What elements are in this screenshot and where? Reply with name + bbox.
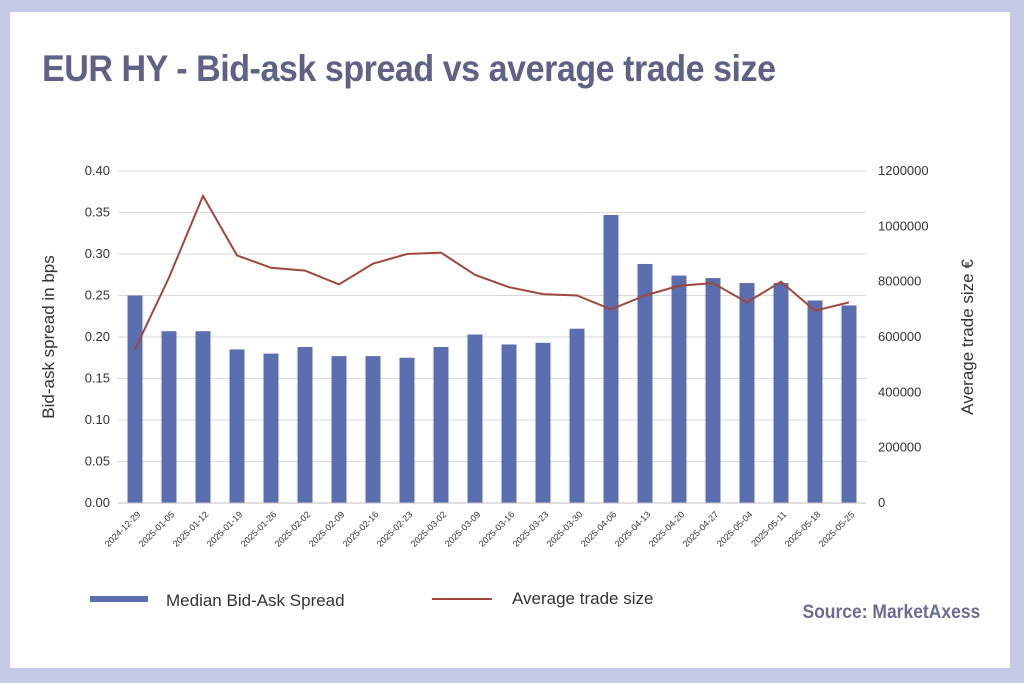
legend-bar-swatch: [90, 596, 148, 602]
y2-tick-label: 800000: [878, 274, 921, 289]
bar: [569, 328, 585, 503]
source-note: Source: MarketAxess: [802, 602, 980, 623]
bar: [637, 263, 653, 503]
bar: [161, 331, 177, 503]
bar: [399, 357, 415, 503]
bar: [535, 342, 551, 503]
x-tick-label: 2025-04-06: [579, 509, 619, 549]
x-tick-label: 2025-02-09: [307, 509, 347, 549]
y2-tick-label: 0: [878, 495, 885, 510]
x-tick-label: 2025-05-18: [783, 509, 823, 549]
bar: [705, 278, 721, 503]
x-tick-label: 2025-05-04: [715, 509, 755, 549]
x-tick-label: 2025-01-05: [137, 509, 177, 549]
x-tick-label: 2025-05-25: [817, 509, 857, 549]
y-tick-label: 0.00: [85, 495, 110, 510]
bar: [365, 356, 381, 503]
bar: [807, 300, 823, 503]
x-tick-label: 2025-01-26: [239, 509, 279, 549]
bar: [671, 275, 687, 503]
trade-size-line: [134, 193, 850, 350]
x-tick-label: 2025-03-16: [477, 509, 517, 549]
y2-tick-label: 1000000: [878, 218, 929, 233]
bar: [297, 346, 313, 503]
bar: [229, 349, 245, 503]
bar: [195, 331, 211, 503]
y-tick-label: 0.10: [85, 412, 110, 427]
legend: Median Bid-Ask Spread Average trade size: [90, 589, 653, 610]
bar: [263, 353, 279, 503]
y-axis-title: Bid-ask spread in bps: [39, 255, 58, 418]
x-tick-label: 2025-02-02: [273, 509, 313, 549]
x-tick-label: 2025-02-16: [341, 509, 381, 549]
y-ticks: 0.00 0.05 0.10 0.15 0.20 0.25 0.30 0.35 0.40: [85, 163, 110, 510]
bar: [739, 283, 755, 503]
y2-tick-label: 600000: [878, 329, 921, 344]
bars: [127, 214, 857, 504]
x-tick-label: 2025-04-20: [647, 509, 687, 549]
chart-title: EUR HY - Bid-ask spread vs average trade…: [42, 48, 776, 89]
bar: [841, 305, 857, 503]
x-tick-label: 2024-12-29: [103, 509, 143, 549]
x-tick-label: 2025-01-19: [205, 509, 245, 549]
legend-line-label: Average trade size: [512, 589, 653, 608]
y2-tick-label: 400000: [878, 384, 921, 399]
legend-bar-label: Median Bid-Ask Spread: [166, 591, 345, 610]
x-tick-label: 2025-04-27: [681, 509, 721, 549]
y-tick-label: 0.05: [85, 454, 110, 469]
y-tick-label: 0.40: [85, 163, 110, 178]
y-tick-label: 0.35: [85, 205, 110, 220]
x-tick-label: 2025-03-23: [511, 509, 551, 549]
y2-tick-label: 1200000: [878, 163, 929, 178]
x-tick-label: 2025-01-12: [171, 509, 211, 549]
x-tick-label: 2025-04-13: [613, 509, 653, 549]
bar: [467, 334, 483, 503]
x-tick-label: 2025-03-09: [443, 509, 483, 549]
bar: [603, 214, 619, 504]
bar: [331, 356, 347, 503]
y-tick-label: 0.25: [85, 288, 110, 303]
bar: [773, 283, 789, 503]
y-tick-label: 0.20: [85, 329, 110, 344]
y-tick-label: 0.15: [85, 371, 110, 386]
y2-ticks: 0 200000 400000 600000 800000 1000000 1200000: [878, 163, 929, 510]
x-tick-label: 2025-03-02: [409, 509, 449, 549]
x-tick-label: 2025-02-23: [375, 509, 415, 549]
y-tick-label: 0.30: [85, 246, 110, 261]
y2-tick-label: 200000: [878, 440, 921, 455]
x-ticks: 2024-12-292025-01-052025-01-122025-01-19…: [103, 509, 857, 549]
y2-axis-title: Average trade size €: [958, 259, 977, 415]
x-tick-label: 2025-03-30: [545, 509, 585, 549]
bar: [127, 295, 143, 503]
bar: [501, 344, 517, 503]
bar: [433, 346, 449, 503]
